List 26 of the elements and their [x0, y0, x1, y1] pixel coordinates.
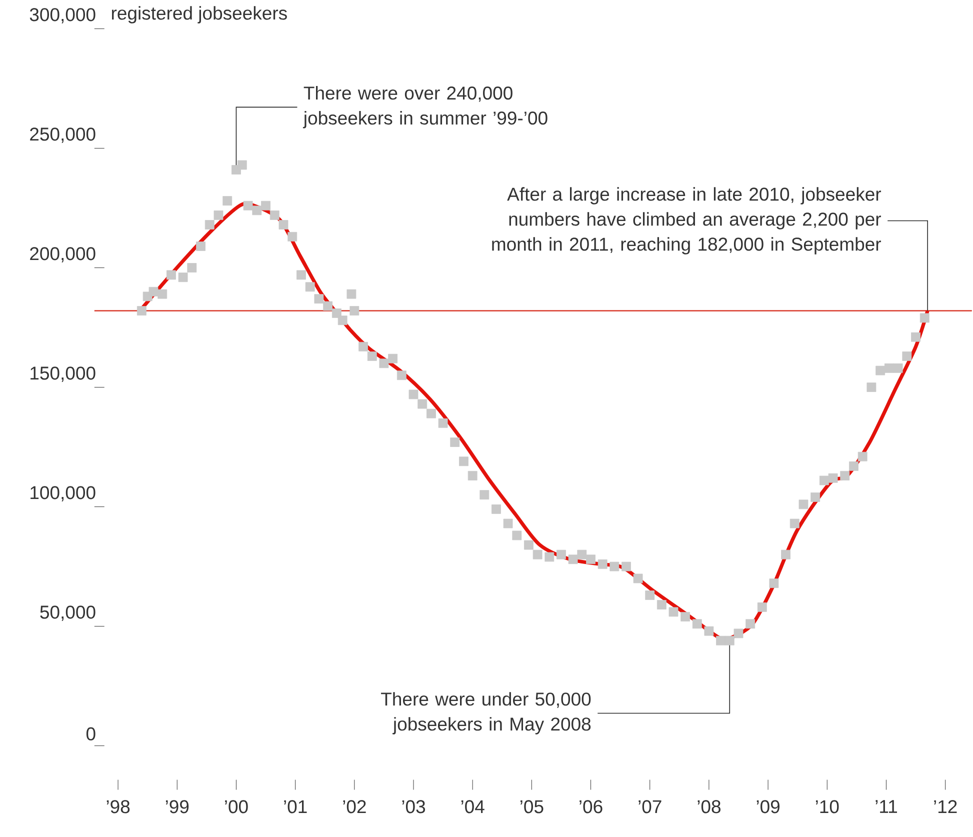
x-tick-label: ’10: [816, 800, 839, 814]
x-tick-label: ’12: [934, 800, 957, 814]
y-tick-label: 150,000: [30, 366, 96, 382]
x-tick-label: ’02: [343, 800, 366, 814]
annotation: After a large increase in late 2010, jobseeker numbers have climbed an average 2,200 per month in 2011, reaching 182,000 in September: [492, 187, 882, 255]
y-tick-label: 100,000: [30, 486, 96, 502]
x-tick-label: ’00: [225, 800, 248, 814]
x-tick-label: ’01: [284, 800, 307, 814]
x-tick-label: ’03: [402, 800, 426, 814]
y-tick-label: 50,000: [40, 606, 96, 622]
x-tick-label: ’08: [698, 800, 720, 814]
y-axis-title: registered jobseekers: [112, 6, 287, 24]
x-tick-label: ’06: [580, 800, 602, 814]
x-tick-label: ’98: [106, 800, 130, 814]
x-tick-label: ’11: [876, 800, 897, 813]
y-tick-label: 200,000: [30, 247, 96, 262]
y-tick-label: 300,000: [30, 8, 96, 24]
annotation: There were under 50,000 jobseekers in May 2008: [381, 692, 591, 734]
y-tick-label: 250,000: [30, 128, 96, 143]
y-tick-label: 0: [86, 727, 96, 741]
x-tick-label: ’07: [638, 800, 662, 814]
x-tick-label: ’05: [520, 800, 544, 814]
annotation: There were over 240,000 jobseekers in summer ’99-’00: [302, 86, 548, 128]
x-tick-label: ’04: [461, 800, 484, 814]
x-tick-label: ’09: [756, 800, 780, 814]
x-tick-label: ’99: [166, 800, 189, 814]
